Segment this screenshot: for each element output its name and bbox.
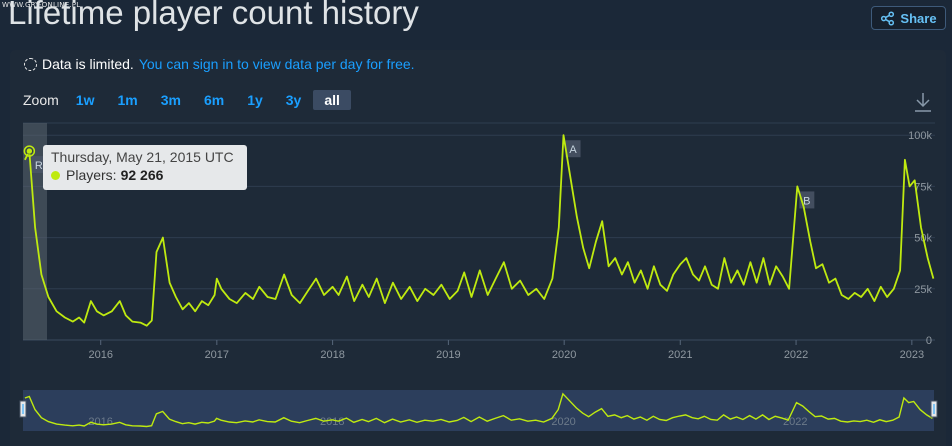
data-limited-notice: Data is limited. You can sign in to view… xyxy=(24,56,415,72)
event-flag-label: A xyxy=(569,144,577,156)
navigator-window[interactable] xyxy=(23,390,934,431)
event-flag-label: R xyxy=(35,160,43,172)
x-tick-label: 2020 xyxy=(552,349,576,361)
page-title: Lifetime player count history xyxy=(8,0,419,31)
x-tick-label: 2021 xyxy=(668,349,692,361)
navigator-label: 2022 xyxy=(783,416,807,428)
zoom-1w-button[interactable]: 1w xyxy=(75,92,95,108)
zoom-label: Zoom xyxy=(23,92,59,108)
x-tick-label: 2022 xyxy=(784,349,808,361)
share-button-label: Share xyxy=(900,10,937,26)
event-flag-label: B xyxy=(803,195,810,207)
zoom-6m-button[interactable]: 6m xyxy=(203,92,225,108)
zoom-3m-button[interactable]: 3m xyxy=(160,92,181,108)
share-button[interactable]: Share xyxy=(871,6,946,30)
tooltip-date: Thursday, May 21, 2015 UTC xyxy=(51,149,234,165)
chart-tooltip: Thursday, May 21, 2015 UTC Players: 92 2… xyxy=(43,145,247,190)
zoom-3y-button[interactable]: 3y xyxy=(285,92,302,108)
tooltip-value: 92 266 xyxy=(120,167,164,183)
x-tick-label: 2016 xyxy=(88,349,112,361)
event-flag xyxy=(31,156,47,174)
zoom-all-button[interactable]: all xyxy=(313,90,351,110)
download-button[interactable] xyxy=(912,90,934,114)
event-flag xyxy=(565,140,581,158)
zoom-1m-button[interactable]: 1m xyxy=(117,92,138,108)
x-tick-label: 2019 xyxy=(436,349,460,361)
chart-card xyxy=(10,50,946,446)
y-tick-label: 75k xyxy=(914,181,932,193)
sign-in-link[interactable]: You can sign in to view data per day for… xyxy=(138,56,415,72)
dashed-circle-icon xyxy=(24,57,37,71)
navigator-label: 2018 xyxy=(320,416,344,428)
series-color-dot xyxy=(51,170,60,180)
hover-point xyxy=(26,147,33,155)
y-tick-label: 25k xyxy=(914,284,932,296)
navigator-label: 2020 xyxy=(551,416,575,428)
y-tick-label: 0 xyxy=(926,335,932,347)
watermark: WWW.GRY-ONLINE.PL xyxy=(2,1,81,9)
download-icon xyxy=(915,93,931,112)
tooltip-series-label: Players: xyxy=(66,167,117,183)
x-tick-label: 2023 xyxy=(900,349,924,361)
zoom-1y-button[interactable]: 1y xyxy=(247,92,263,108)
hover-point-ring xyxy=(23,145,36,157)
x-tick-label: 2018 xyxy=(320,349,344,361)
series-line-players xyxy=(24,134,935,327)
navigator-series-line xyxy=(24,392,933,428)
x-tick-label: 2017 xyxy=(205,349,229,361)
y-tick-label: 100k xyxy=(908,130,932,142)
zoom-bar: Zoom 1w 1m 3m 6m 1y 3y all xyxy=(23,90,352,110)
share-icon xyxy=(881,10,895,26)
notice-text: Data is limited. xyxy=(42,56,134,72)
